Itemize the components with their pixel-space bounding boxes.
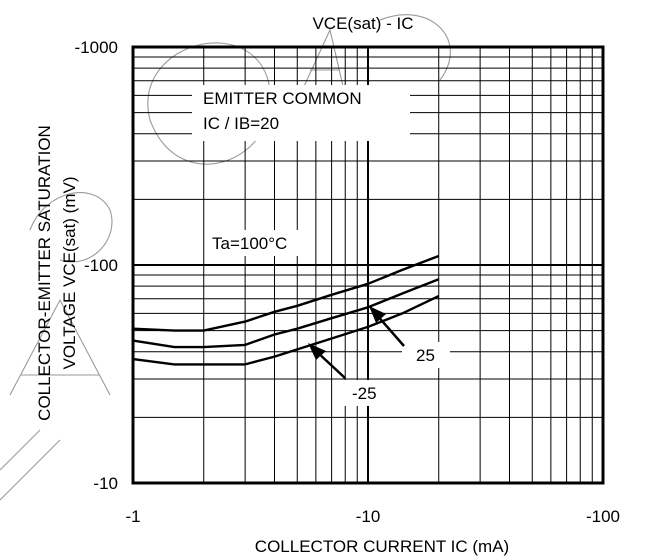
y-axis-label-line2: VOLTAGE VCE(sat) (mV): [60, 176, 79, 369]
series-group: [132, 254, 440, 366]
y-tick-label: -100: [84, 256, 118, 275]
label-m25: -25: [352, 384, 377, 403]
label-m25-bg: [340, 380, 392, 406]
x-tick-label: -100: [586, 507, 620, 526]
y-tick-label: -10: [93, 474, 118, 493]
label-25-bg: [402, 342, 450, 368]
x-tick-label: -1: [125, 507, 140, 526]
watermark: [0, 14, 451, 501]
ta-label-bg: [206, 230, 310, 256]
x-axis-label: COLLECTOR CURRENT IC (mA): [255, 537, 509, 556]
series-line-3: [132, 295, 440, 366]
plot-border: [131, 45, 605, 485]
ta-label: Ta=100°C: [212, 234, 287, 253]
tick-labels: -1 -10 -100 -1000 -100 -10: [75, 38, 621, 526]
y-tick-label: -1000: [75, 38, 118, 57]
series-line-2: [132, 278, 440, 349]
arrow-m25-head: [308, 343, 326, 360]
label-25: 25: [416, 346, 435, 365]
arrow-25-shaft: [375, 313, 405, 347]
chart-title: VCE(sat) - IC: [312, 14, 413, 33]
arrow-25-head: [369, 306, 386, 323]
condition-line2: IC / IB=20: [203, 114, 279, 133]
x-tick-label: -10: [356, 507, 381, 526]
condition-box: [192, 85, 410, 141]
series-line-1: [132, 254, 440, 332]
condition-line1: EMITTER COMMON: [203, 89, 362, 108]
y-axis-label-line1: COLLECTOR-EMITTER SATURATION: [35, 125, 54, 421]
